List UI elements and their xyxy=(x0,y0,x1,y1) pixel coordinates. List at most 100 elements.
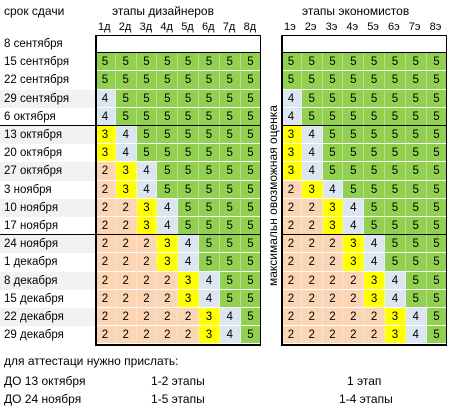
grade-cell: 3 xyxy=(343,253,365,272)
grade-cell: 2 xyxy=(322,308,344,327)
grade-cell: 2 xyxy=(115,308,137,327)
grade-cell: 5 xyxy=(240,162,262,181)
grade-cell: 2 xyxy=(301,217,323,236)
stage-header-5д: 5д xyxy=(181,21,194,33)
grade-cell: 3 xyxy=(178,271,199,290)
stage-header-8э: 8э xyxy=(429,21,442,33)
grade-cell: 5 xyxy=(343,180,365,199)
grade-cell: 5 xyxy=(385,107,406,126)
grade-cell: 2 xyxy=(301,326,323,345)
grade-cell: 2 xyxy=(322,289,344,308)
grid-left-border xyxy=(95,35,97,345)
stage-header-7э: 7э xyxy=(408,21,421,33)
grade-cell: 5 xyxy=(343,144,365,163)
grade-cell: 5 xyxy=(219,107,241,126)
grade-cell: 2 xyxy=(343,289,365,308)
grade-cell: 5 xyxy=(219,289,241,308)
grade-cell: 3 xyxy=(385,326,406,345)
grade-cell: 5 xyxy=(343,126,365,145)
grade-cell: 5 xyxy=(426,198,448,217)
grade-cell: 4 xyxy=(385,271,406,290)
grade-cell: 5 xyxy=(364,144,385,163)
due-date-row-label: 22 декабря xyxy=(0,308,95,327)
grade-cell: 5 xyxy=(364,53,385,72)
row-separator xyxy=(95,125,262,126)
grade-cell: 5 xyxy=(219,162,241,181)
grade-cell: 2 xyxy=(115,198,137,217)
grade-cell: 2 xyxy=(95,289,116,308)
grade-cell: 2 xyxy=(115,326,137,345)
grade-cell: 5 xyxy=(364,217,385,236)
grade-cell: 5 xyxy=(364,198,385,217)
grade-cell: 5 xyxy=(405,289,427,308)
grade-cell: 5 xyxy=(199,89,220,108)
grade-cell: 4 xyxy=(385,289,406,308)
grade-cell: 2 xyxy=(115,289,137,308)
grade-cell: 2 xyxy=(364,326,385,345)
grid-bottom-border xyxy=(95,344,262,346)
grade-cell: 4 xyxy=(95,107,116,126)
grade-cell: 4 xyxy=(343,217,365,236)
grade-cell: 5 xyxy=(219,144,241,163)
grade-cell: 5 xyxy=(426,162,448,181)
due-date-row-label: 8 сентября xyxy=(4,38,63,50)
grade-cell: 5 xyxy=(385,253,406,272)
grade-cell: 3 xyxy=(115,162,137,181)
due-date-row-label: 15 сентября xyxy=(4,56,70,69)
grade-cell: 2 xyxy=(115,235,137,254)
grade-cell: 3 xyxy=(157,253,179,272)
grade-cell: 5 xyxy=(322,126,344,145)
grade-cell: 5 xyxy=(364,162,385,181)
grade-cell: 5 xyxy=(385,198,406,217)
grade-cell: 2 xyxy=(281,235,302,254)
grade-cell: 4 xyxy=(281,89,302,108)
grade-cell: 4 xyxy=(405,326,427,345)
grid-right-border xyxy=(445,35,448,345)
grade-cell: 2 xyxy=(343,326,365,345)
footer-economists-1: 1 этап xyxy=(347,374,382,388)
due-date-row-label: 13 октября xyxy=(0,126,95,145)
empty-row-frame xyxy=(95,35,262,54)
footer-designers-2: 1-5 этапы xyxy=(151,392,205,406)
grade-cell: 2 xyxy=(157,308,179,327)
grade-cell: 5 xyxy=(385,89,406,108)
grade-cell: 5 xyxy=(426,235,448,254)
due-date-row-label: 6 октября xyxy=(4,110,56,123)
stage-header-2д: 2д xyxy=(118,21,132,33)
due-date-row-label: 24 ноября xyxy=(0,235,95,254)
grade-cell: 5 xyxy=(405,107,427,126)
grade-cell: 5 xyxy=(115,89,137,108)
grade-cell: 2 xyxy=(301,235,323,254)
grade-cell: 5 xyxy=(136,126,158,145)
grade-cell: 5 xyxy=(343,71,365,90)
grade-cell: 2 xyxy=(136,308,158,327)
grade-cell: 4 xyxy=(136,162,158,181)
grade-cell: 4 xyxy=(219,308,241,327)
grade-cell: 3 xyxy=(157,235,179,254)
grade-cell: 3 xyxy=(343,235,365,254)
grade-cell: 5 xyxy=(426,144,448,163)
grade-cell: 4 xyxy=(199,289,220,308)
row-separator xyxy=(0,125,95,126)
grade-cell: 5 xyxy=(178,71,199,90)
grade-cell: 4 xyxy=(281,107,302,126)
grade-cell: 2 xyxy=(281,253,302,272)
grade-cell: 2 xyxy=(301,253,323,272)
grade-cell: 2 xyxy=(281,308,302,327)
grade-cell: 5 xyxy=(178,144,199,163)
grade-cell: 5 xyxy=(178,162,199,181)
row-separator xyxy=(95,234,262,236)
grade-cell: 2 xyxy=(322,235,344,254)
grade-cell: 3 xyxy=(95,126,116,145)
grade-cell: 5 xyxy=(322,107,344,126)
grade-cell: 5 xyxy=(199,71,220,90)
grade-cell: 2 xyxy=(95,308,116,327)
grade-cell: 5 xyxy=(281,53,302,72)
grade-cell: 5 xyxy=(199,217,220,236)
grade-cell: 3 xyxy=(178,289,199,308)
grade-cell: 5 xyxy=(219,253,241,272)
stage-header-3д: 3д xyxy=(139,21,153,33)
designers-title: этапы дизайнеров xyxy=(112,4,214,18)
grade-cell: 2 xyxy=(95,253,116,272)
grade-cell: 2 xyxy=(281,326,302,345)
